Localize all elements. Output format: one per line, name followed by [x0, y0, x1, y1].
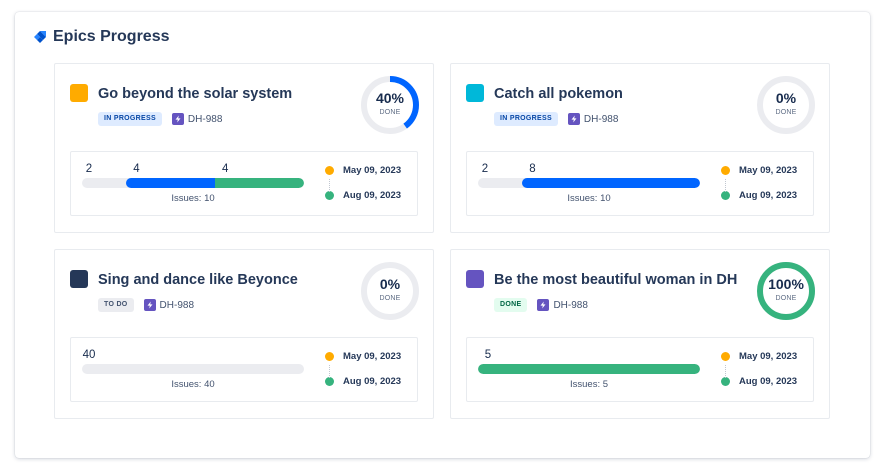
end-date: Aug 09, 2023	[739, 190, 798, 201]
jira-logo-icon	[34, 31, 46, 43]
start-date-dot	[325, 352, 334, 361]
progress-ring	[757, 262, 815, 320]
done-count: 4	[221, 163, 229, 175]
progress-percent: 0%	[379, 276, 401, 292]
in-progress-segment	[126, 178, 216, 188]
issues-total: Issues: 10	[171, 193, 215, 204]
epic-title[interactable]: Go beyond the solar system	[98, 86, 293, 102]
issues-total: Issues: 40	[171, 379, 215, 390]
status-badge: IN PROGRESS	[98, 112, 162, 126]
end-date-row: Aug 09, 2023	[325, 375, 401, 388]
start-date: May 09, 2023	[739, 165, 798, 176]
issues-progress-bar	[82, 364, 304, 374]
epic-meta: DONE DH-988	[494, 298, 588, 312]
epic-type-icon	[537, 299, 550, 311]
epic-card[interactable]: Go beyond the solar system IN PROGRESS D…	[54, 63, 434, 233]
in-progress-segment	[522, 178, 700, 188]
end-date: Aug 09, 2023	[739, 376, 798, 387]
todo-count: 40	[82, 349, 96, 361]
epic-card[interactable]: Sing and dance like Beyonce TO DO DH-988…	[54, 249, 434, 419]
epic-color-swatch	[70, 84, 88, 102]
issue-key-link[interactable]: DH-988	[159, 299, 195, 311]
start-date-row: May 09, 2023	[721, 164, 797, 177]
epic-dates: May 09, 2023 Aug 09, 2023	[325, 350, 401, 388]
end-date-dot	[325, 377, 334, 386]
done-segment	[215, 178, 304, 188]
date-connector	[329, 365, 330, 378]
end-date-row: Aug 09, 2023	[721, 375, 797, 388]
end-date: Aug 09, 2023	[343, 376, 402, 387]
issues-progress-bar	[478, 364, 700, 374]
issue-key-link[interactable]: DH-988	[187, 113, 223, 125]
epic-card[interactable]: Be the most beautiful woman in DH DONE D…	[450, 249, 830, 419]
issues-progress-bar	[82, 178, 304, 188]
end-date-dot	[721, 377, 730, 386]
epic-color-swatch	[466, 84, 484, 102]
progress-done-label: DONE	[379, 109, 401, 116]
end-date-row: Aug 09, 2023	[721, 189, 797, 202]
start-date-dot	[721, 352, 730, 361]
issues-total: Issues: 10	[567, 193, 611, 204]
issue-key-link[interactable]: DH-988	[583, 113, 619, 125]
epic-type-icon	[143, 299, 156, 311]
epic-stats: 2 8 Issues: 10 May 09, 2023 Aug 09, 2023	[466, 151, 814, 216]
epic-meta: IN PROGRESS DH-988	[494, 112, 618, 126]
in-progress-count: 8	[529, 163, 536, 175]
start-date-row: May 09, 2023	[325, 350, 401, 363]
status-badge: DONE	[494, 298, 528, 312]
epic-dates: May 09, 2023 Aug 09, 2023	[721, 350, 797, 388]
date-connector	[725, 365, 726, 378]
done-count: 5	[484, 349, 492, 361]
progress-percent: 100%	[768, 276, 804, 292]
epic-title[interactable]: Be the most beautiful woman in DH	[494, 272, 738, 288]
epic-dates: May 09, 2023 Aug 09, 2023	[721, 164, 797, 202]
start-date: May 09, 2023	[343, 165, 402, 176]
issue-key-link[interactable]: DH-988	[553, 299, 588, 311]
epic-meta: TO DO DH-988	[98, 298, 194, 312]
done-segment	[478, 364, 700, 374]
status-badge: TO DO	[98, 298, 134, 312]
epic-stats: 40 Issues: 40 May 09, 2023 Aug 09, 2023	[70, 337, 418, 402]
start-date: May 09, 2023	[739, 351, 798, 362]
epic-type-icon	[171, 113, 184, 125]
panel-header: Epics Progress	[33, 28, 170, 46]
progress-ring	[361, 76, 419, 134]
epics-progress-panel: Epics Progress Go beyond the solar syste…	[15, 12, 870, 458]
in-progress-count: 4	[133, 163, 140, 175]
status-badge: IN PROGRESS	[494, 112, 558, 126]
start-date: May 09, 2023	[343, 351, 402, 362]
epic-color-swatch	[466, 270, 484, 288]
epic-title[interactable]: Catch all pokemon	[494, 86, 623, 102]
start-date-row: May 09, 2023	[325, 164, 401, 177]
progress-done-label: DONE	[775, 295, 797, 302]
start-date-dot	[721, 166, 730, 175]
start-date-dot	[325, 166, 334, 175]
epic-dates: May 09, 2023 Aug 09, 2023	[325, 164, 401, 202]
issues-progress-bar	[478, 178, 700, 188]
date-connector	[725, 179, 726, 192]
progress-done-label: DONE	[775, 109, 797, 116]
epic-stats: 2 4 4 Issues: 10 May 09, 2023 Aug 09, 20…	[70, 151, 418, 216]
todo-count: 2	[85, 163, 93, 175]
progress-percent: 0%	[775, 90, 797, 106]
todo-count: 2	[481, 163, 489, 175]
start-date-row: May 09, 2023	[721, 350, 797, 363]
end-date-dot	[325, 191, 334, 200]
panel-title: Epics Progress	[53, 28, 170, 45]
progress-percent: 40%	[375, 90, 405, 106]
epic-title[interactable]: Sing and dance like Beyonce	[98, 272, 298, 288]
progress-done-label: DONE	[379, 295, 401, 302]
progress-ring	[361, 262, 419, 320]
end-date-dot	[721, 191, 730, 200]
epic-color-swatch	[70, 270, 88, 288]
epic-stats: 5 Issues: 5 May 09, 2023 Aug 09, 2023	[466, 337, 814, 402]
date-connector	[329, 179, 330, 192]
end-date-row: Aug 09, 2023	[325, 189, 401, 202]
epic-card[interactable]: Catch all pokemon IN PROGRESS DH-988 0% …	[450, 63, 830, 233]
end-date: Aug 09, 2023	[343, 190, 402, 201]
issues-total: Issues: 5	[569, 379, 609, 390]
progress-ring	[757, 76, 815, 134]
epic-meta: IN PROGRESS DH-988	[98, 112, 222, 126]
epic-type-icon	[567, 113, 580, 125]
